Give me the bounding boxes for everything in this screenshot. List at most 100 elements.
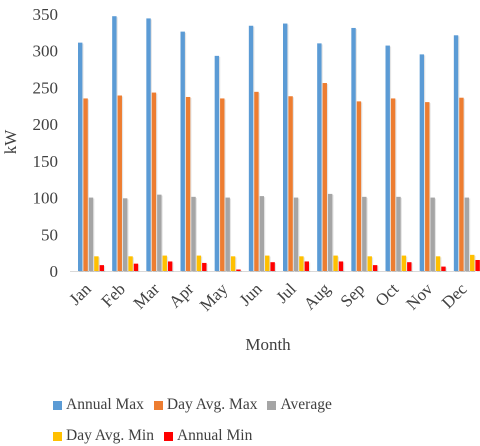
x-tick-label: Mar <box>130 279 164 313</box>
bar <box>259 196 265 271</box>
bar <box>317 43 322 271</box>
bar <box>146 18 151 271</box>
bar <box>225 197 230 271</box>
bar <box>322 83 327 271</box>
bar <box>202 262 207 271</box>
legend-row: Annual Max Day Avg. Max Average <box>53 396 342 414</box>
bar <box>270 262 275 271</box>
bar <box>220 98 225 271</box>
bar <box>151 92 157 271</box>
bar <box>128 256 133 271</box>
legend-label: Day Avg. Max <box>166 396 258 413</box>
bar <box>117 95 122 272</box>
bar <box>356 101 362 271</box>
bar <box>88 197 94 271</box>
bar <box>453 35 459 272</box>
bar <box>435 256 441 271</box>
legend-label: Average <box>280 396 332 413</box>
legend-label: Annual Max <box>66 396 144 413</box>
y-axis: 0 50 100 150 200 250 300 350 <box>33 5 59 281</box>
legend-item: Day Avg. Min <box>53 427 154 445</box>
bar <box>78 42 83 271</box>
bar <box>333 255 338 271</box>
bar <box>112 16 117 272</box>
legend-item: Average <box>267 396 332 414</box>
y-tick-label: 350 <box>33 5 59 24</box>
legend-item: Annual Min <box>163 427 253 445</box>
x-tick-label: Jul <box>272 279 300 307</box>
bar <box>162 255 167 271</box>
bar <box>299 256 304 271</box>
y-tick-label: 50 <box>41 225 58 244</box>
bar <box>401 255 407 271</box>
bar <box>236 269 241 271</box>
legend-swatch <box>153 400 163 410</box>
bar <box>419 54 425 272</box>
bar <box>475 259 480 271</box>
bar <box>196 255 202 271</box>
y-tick-label: 150 <box>33 152 59 171</box>
legend-swatch <box>53 431 62 441</box>
bar <box>214 55 220 272</box>
x-tick-label: May <box>196 279 232 315</box>
x-tick-label: Jun <box>236 279 266 309</box>
legend-item: Day Avg. Max <box>153 396 258 414</box>
legend-item: Annual Max <box>53 396 144 414</box>
y-tick-label: 0 <box>50 262 59 281</box>
legend-label: Annual Min <box>176 427 253 444</box>
bar <box>327 193 333 271</box>
bar <box>157 194 162 271</box>
y-tick-label: 250 <box>33 78 59 97</box>
bars <box>78 16 480 273</box>
bar <box>83 98 88 271</box>
bar <box>385 45 390 272</box>
bar <box>459 97 464 271</box>
bar <box>464 197 470 271</box>
y-tick-label: 100 <box>33 189 59 208</box>
bar <box>396 196 401 271</box>
bar <box>180 31 185 271</box>
bar <box>185 96 191 271</box>
bar <box>191 196 196 271</box>
x-tick-label: Feb <box>98 279 129 310</box>
bar-shadow <box>237 270 242 272</box>
bar <box>304 261 309 271</box>
x-tick-label: Oct <box>372 279 403 310</box>
bar <box>390 98 396 271</box>
bar <box>407 262 412 271</box>
bar <box>425 102 430 271</box>
bar <box>351 27 356 271</box>
bar <box>470 254 475 271</box>
bar <box>265 255 270 271</box>
x-tick-label: Sep <box>337 279 368 310</box>
y-tick-label: 300 <box>33 42 59 61</box>
bar <box>372 265 378 271</box>
x-axis-title: Month <box>245 335 291 354</box>
bar <box>248 25 254 272</box>
x-tick-label: Dec <box>438 279 471 312</box>
bar <box>362 196 367 271</box>
bar <box>283 23 288 271</box>
legend-swatch <box>267 400 277 410</box>
x-tick-label: Nov <box>402 279 436 313</box>
bar <box>167 261 173 271</box>
legend-swatch <box>53 400 62 410</box>
bar <box>133 263 139 271</box>
bar <box>254 91 259 271</box>
x-tick-label: Jan <box>65 279 95 309</box>
legend-swatch <box>163 431 173 441</box>
bar <box>122 198 128 271</box>
bar <box>441 266 446 271</box>
legend-label: Day Avg. Min <box>66 427 154 444</box>
bar <box>367 256 372 271</box>
x-tick-label: Apr <box>165 279 197 311</box>
bar <box>293 197 299 271</box>
bar <box>288 96 293 272</box>
bar <box>430 197 435 271</box>
y-tick-label: 200 <box>33 115 59 134</box>
x-tick-label: Aug <box>300 279 334 313</box>
bar <box>94 256 99 271</box>
bar <box>338 261 344 271</box>
